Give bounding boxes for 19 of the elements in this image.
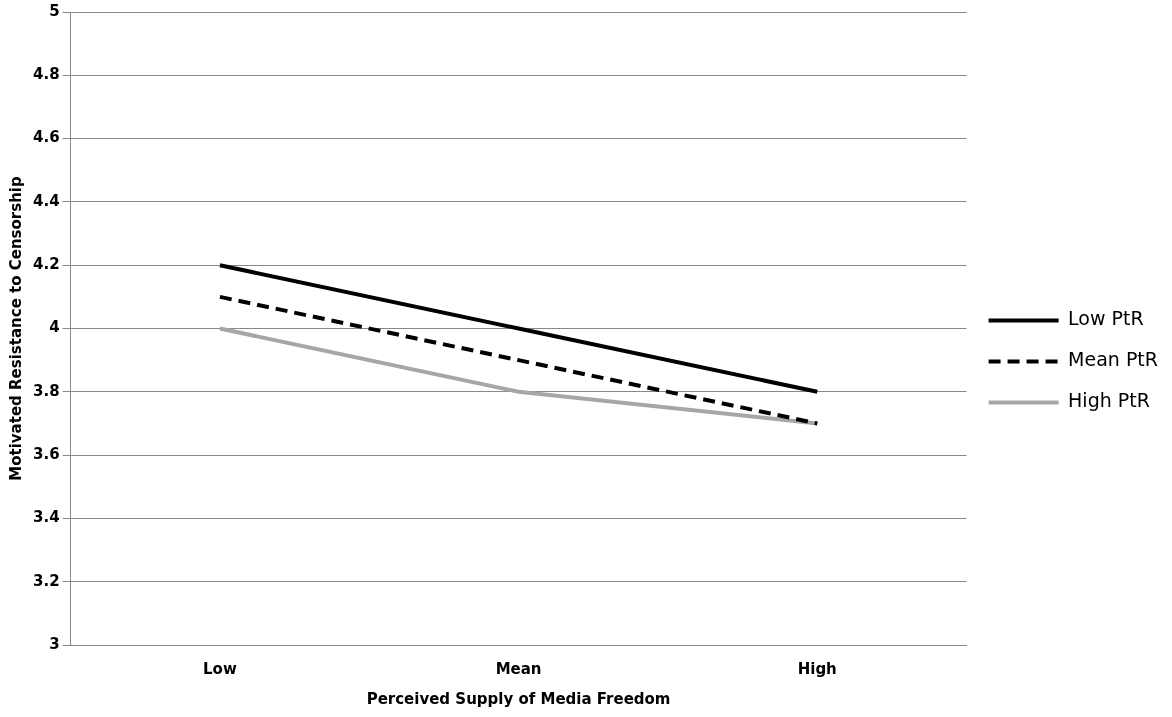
y-tick-label: 4.6 [32,128,60,147]
x-tick-label: Mean [495,659,542,678]
x-tick-label: Low [203,659,237,678]
y-tick-label: 3 [49,634,60,653]
y-tick-label: 4.2 [32,255,60,274]
legend-label: Mean PtR [1068,348,1159,371]
y-axis-title: Motivated Resistance to Censorship [6,176,25,481]
legend-label: High PtR [1068,389,1150,412]
x-axis-title: Perceived Supply of Media Freedom [366,689,671,708]
y-tick-label: 4.4 [32,191,60,210]
x-tick-label: High [797,659,837,678]
y-tick-label: 3.6 [32,444,60,463]
y-tick-label: 3.8 [32,381,60,400]
y-tick-label: 5 [49,1,60,20]
y-tick-label: 4.8 [32,65,60,84]
y-tick-label: 3.2 [32,571,60,590]
y-tick-label: 3.4 [32,508,60,527]
legend-label: Low PtR [1068,307,1144,330]
y-tick-label: 4 [49,318,60,337]
